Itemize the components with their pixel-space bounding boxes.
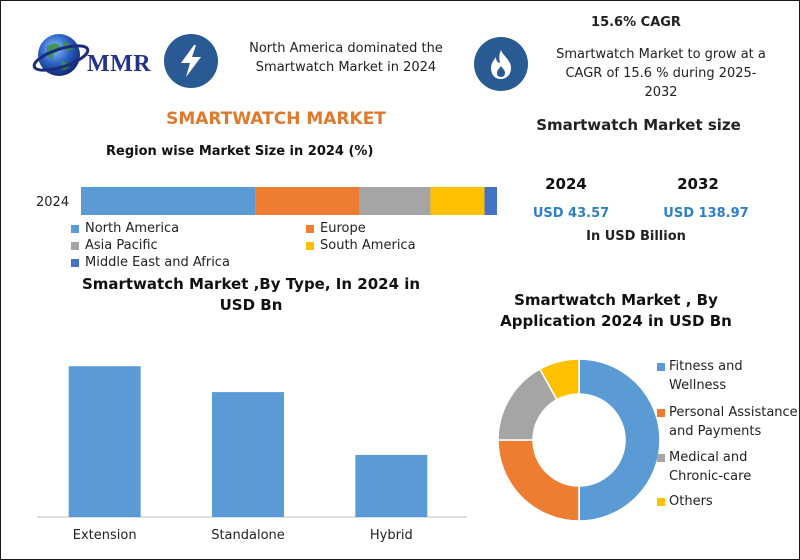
legend-swatch <box>657 409 665 417</box>
legend-label: Others <box>669 494 713 509</box>
region-chart-category-label: 2024 <box>36 195 70 210</box>
lightning-icon <box>181 45 201 77</box>
region-legend-item-north-america: North America <box>71 221 179 236</box>
market-size-title: Smartwatch Market size <box>536 116 741 134</box>
type-bar-chart: Extension Standalone Hybrid <box>37 366 467 543</box>
application-chart-title: Smartwatch Market , By Application 2024 … <box>500 291 732 330</box>
region-legend-item-asia-pacific: Asia Pacific <box>71 238 158 253</box>
globe-icon <box>32 34 90 76</box>
region-bar-middle-east-and-africa <box>484 187 497 215</box>
market-size-unit-note: In USD Billion <box>586 229 686 244</box>
type-bar-extension <box>68 366 141 517</box>
application-legend-item-fitness-and-wellness: Fitness and Wellness <box>657 357 799 395</box>
cagr-label: 15.6% CAGR <box>591 15 681 30</box>
headline-right-text: Smartwatch Market to grow at a CAGR of 1… <box>556 47 766 100</box>
legend-swatch <box>657 363 665 371</box>
legend-swatch <box>71 258 79 267</box>
application-legend-item-personal-assistance-and-payments: Personal Assistance and Payments <box>657 403 799 441</box>
region-bar-south-america <box>430 187 485 215</box>
legend-label: Europe <box>320 221 366 236</box>
legend-label: Fitness and Wellness <box>669 359 743 393</box>
type-bar-hybrid <box>355 454 428 517</box>
application-donut-chart <box>497 358 661 522</box>
legend-label: Medical and Chronic-care <box>669 450 752 484</box>
market-size-value-2024: USD 43.57 <box>532 206 610 221</box>
main-title: SMARTWATCH MARKET <box>166 109 386 129</box>
legend-swatch <box>71 224 79 233</box>
flame-icon <box>491 50 511 79</box>
legend-label: South America <box>320 238 416 253</box>
legend-swatch <box>71 241 79 250</box>
region-chart-title: Region wise Market Size in 2024 (%) <box>106 144 374 159</box>
type-tick-label-hybrid: Hybrid <box>370 528 413 543</box>
legend-label: Asia Pacific <box>85 238 158 253</box>
type-tick-label-standalone: Standalone <box>211 528 285 543</box>
region-bar-north-america <box>81 187 256 215</box>
legend-label: Middle East and Africa <box>85 255 230 270</box>
headline-left-text: North America dominated the Smartwatch M… <box>249 41 443 75</box>
legend-swatch <box>306 241 314 250</box>
legend-swatch <box>657 498 665 506</box>
type-chart-title: Smartwatch Market ,By Type, In 2024 in U… <box>81 275 421 314</box>
region-bar-asia-pacific <box>359 187 431 215</box>
application-legend-item-others: Others <box>657 492 799 511</box>
region-bar-europe <box>255 187 360 215</box>
market-size-year-2024: 2024 <box>545 175 587 193</box>
legend-swatch <box>306 224 314 233</box>
region-legend-item-south-america: South America <box>306 238 416 253</box>
legend-label: North America <box>85 221 180 236</box>
region-legend-item-middle-east-and-africa: Middle East and Africa <box>71 255 230 270</box>
headline-left-icon-circle <box>164 34 218 88</box>
region-stacked-bar-chart <box>81 187 497 215</box>
legend-swatch <box>657 454 665 462</box>
donut-slice-personal-assistance-and-payments <box>497 439 580 522</box>
type-tick-label-extension: Extension <box>73 528 137 543</box>
application-legend-item-medical-and-chronic-care: Medical and Chronic-care <box>657 448 799 486</box>
logo-wordmark: MMR <box>87 51 152 77</box>
legend-label: Personal Assistance and Payments <box>669 405 798 439</box>
donut-slice-others <box>538 358 580 401</box>
mmr-logo: MMR <box>31 25 161 85</box>
market-size-year-2032: 2032 <box>677 175 719 193</box>
headline-right-icon-circle <box>474 37 528 91</box>
donut-slice-fitness-and-wellness <box>578 358 661 522</box>
region-legend-item-europe: Europe <box>306 221 366 236</box>
type-bar-standalone <box>212 392 284 517</box>
market-size-value-2032: USD 138.97 <box>663 206 749 221</box>
